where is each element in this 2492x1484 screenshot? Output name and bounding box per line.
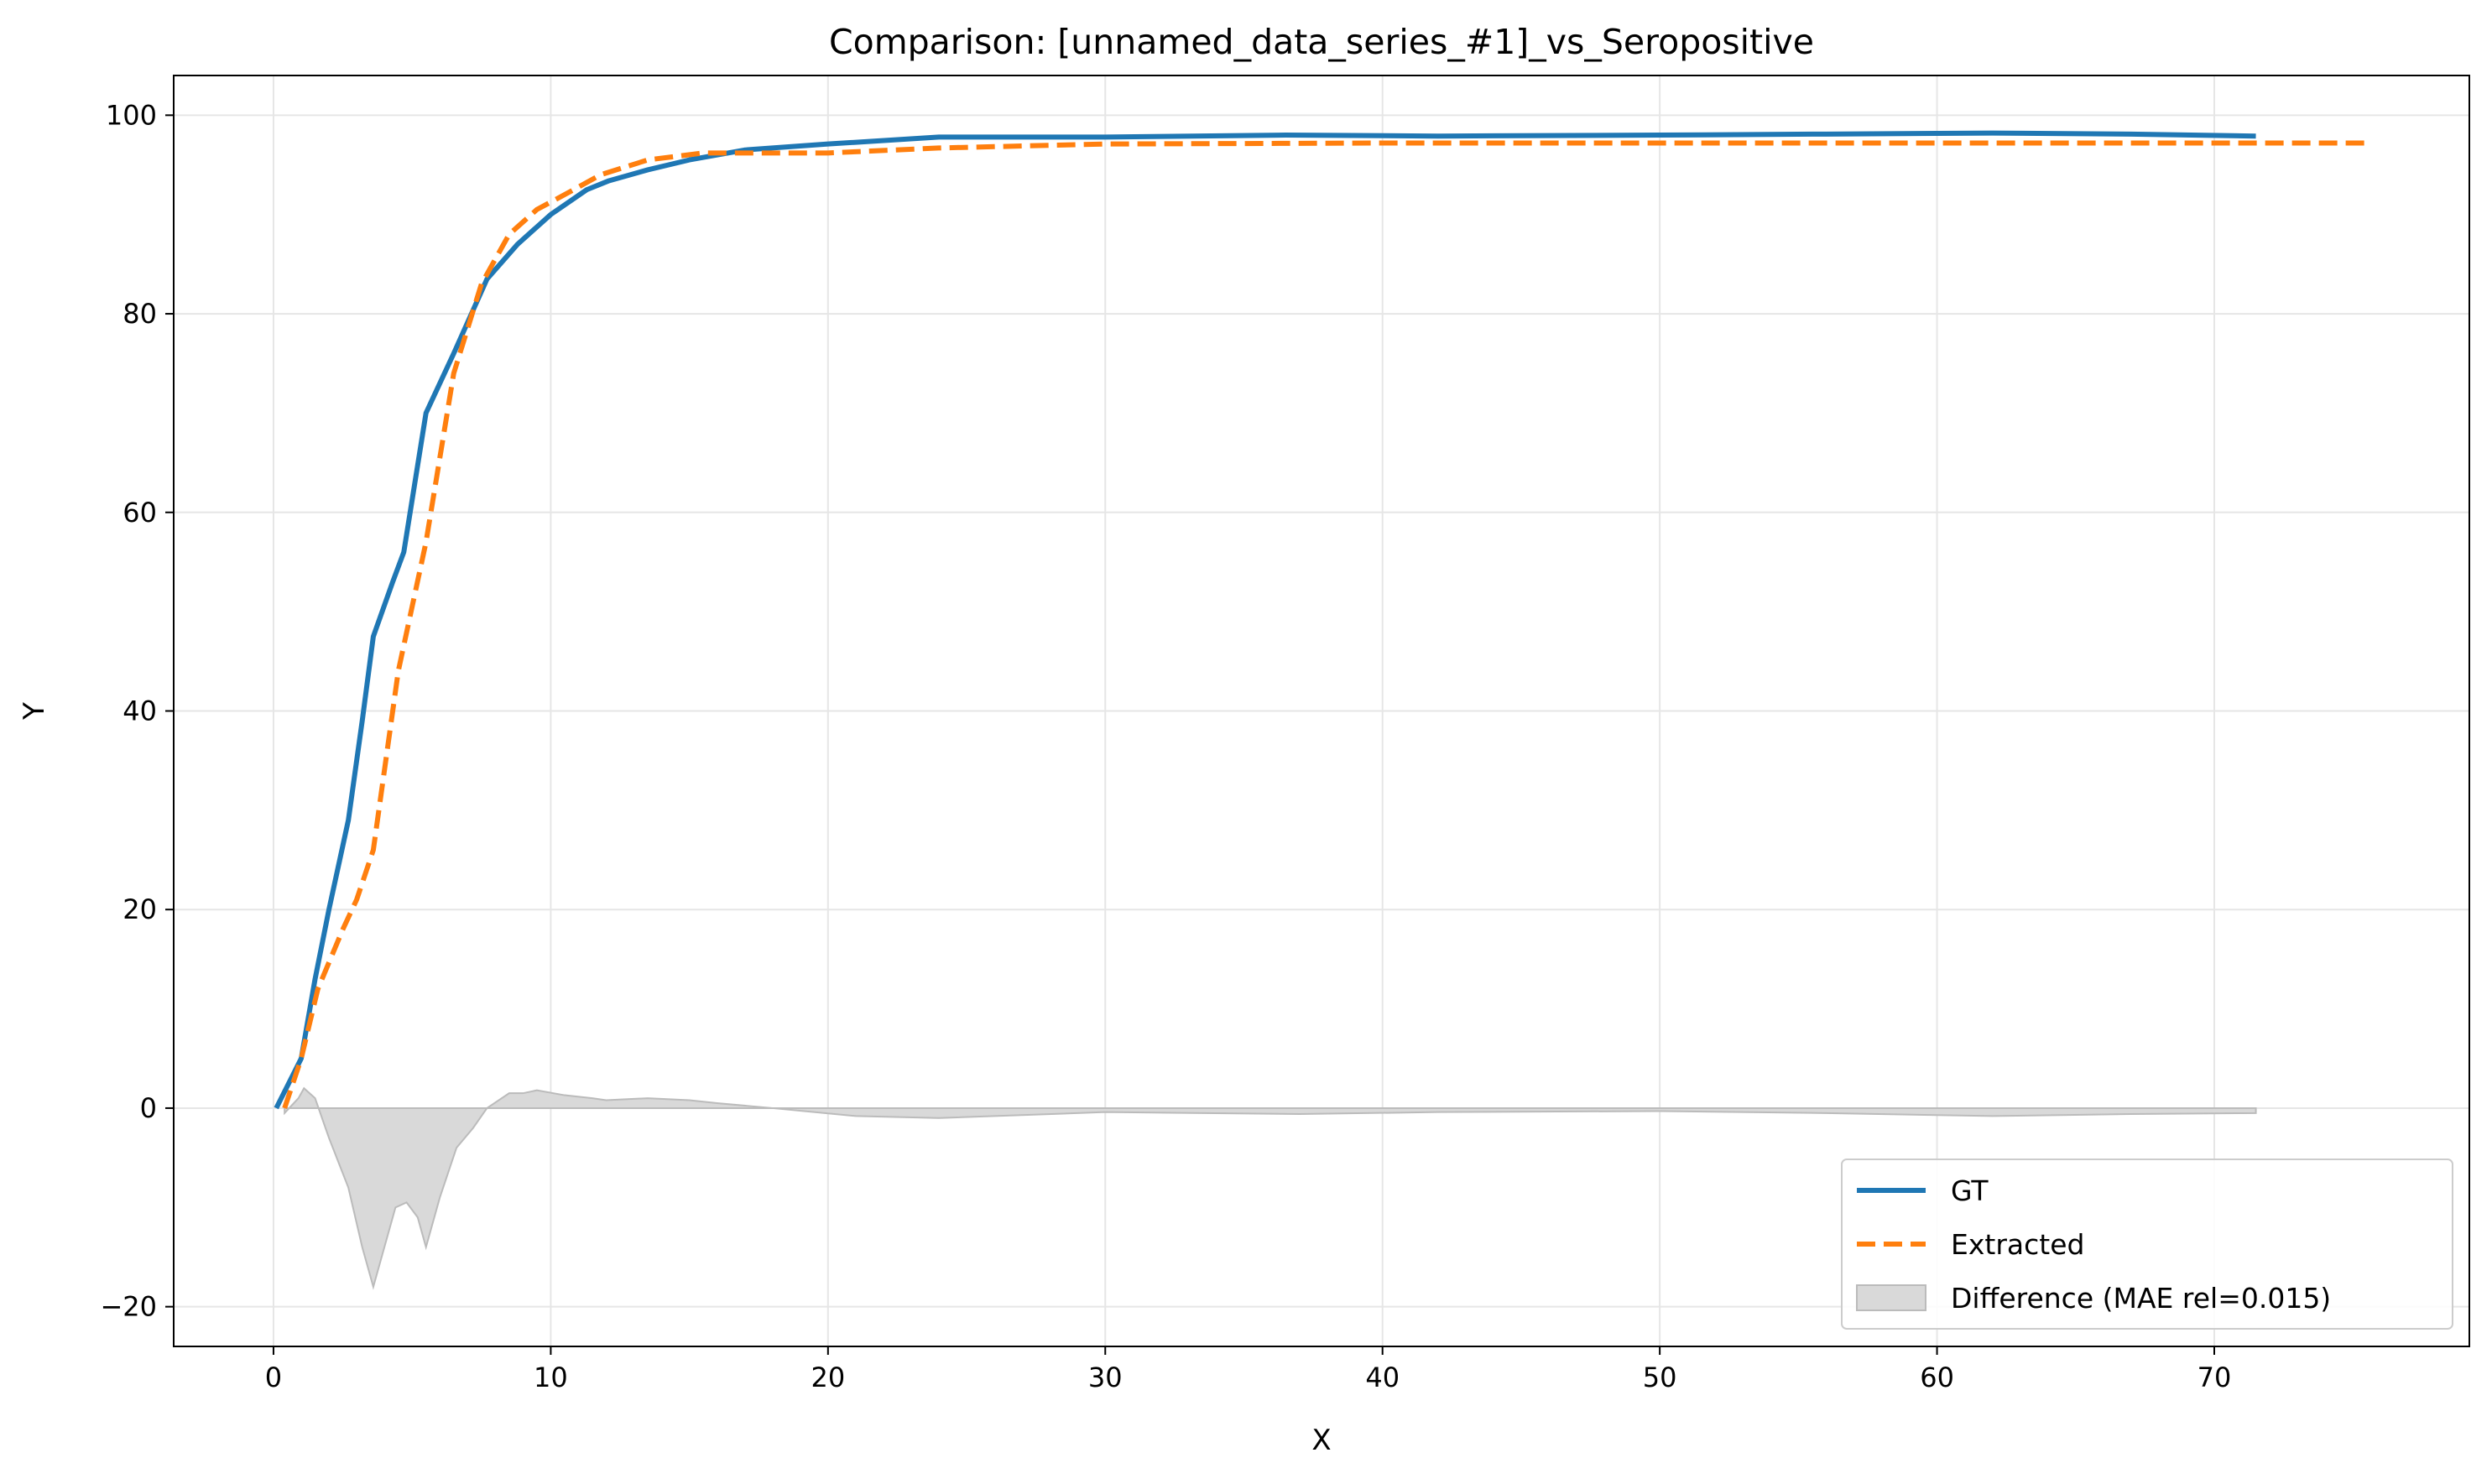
legend-label: GT — [1951, 1174, 1989, 1207]
y-tick-label: 100 — [106, 99, 157, 131]
difference-area — [284, 1086, 2257, 1290]
series-layer — [274, 130, 2367, 1290]
x-tick-label: 70 — [2197, 1362, 2232, 1393]
x-tick-label: 40 — [1365, 1362, 1400, 1393]
chart-title: Comparison: [unnamed_data_series_#1]_vs_… — [829, 22, 1814, 62]
legend-box — [1841, 1159, 2453, 1330]
y-tick-label: 0 — [140, 1092, 157, 1124]
x-tick-label: 20 — [811, 1362, 845, 1393]
x-tick-label: 30 — [1088, 1362, 1123, 1393]
legend-label: Extracted — [1951, 1228, 2084, 1261]
x-axis-label: X — [1311, 1424, 1331, 1457]
y-tick-label: 80 — [123, 298, 157, 330]
legend-label: Difference (MAE rel=0.015) — [1951, 1282, 2331, 1315]
legend: GT Extracted Difference (MAE rel=0.015) — [1841, 1159, 2453, 1330]
x-tick-label: 50 — [1643, 1362, 1677, 1393]
y-tick-label: −20 — [100, 1291, 157, 1323]
y-axis-label: Y — [18, 702, 51, 721]
x-tick-label: 0 — [265, 1362, 282, 1393]
tick-layer: 0 10 20 30 40 50 60 70 −20 0 20 40 60 80 100 — [100, 99, 2231, 1393]
y-tick-label: 20 — [123, 893, 157, 925]
y-tick-label: 40 — [123, 695, 157, 727]
legend-swatch-difference — [1856, 1284, 1926, 1311]
gt-series-line — [274, 130, 2256, 1110]
x-tick-label: 10 — [534, 1362, 568, 1393]
x-tick-label: 60 — [1920, 1362, 1954, 1393]
extracted-series-line — [282, 140, 2367, 1109]
y-tick-label: 60 — [123, 497, 157, 529]
